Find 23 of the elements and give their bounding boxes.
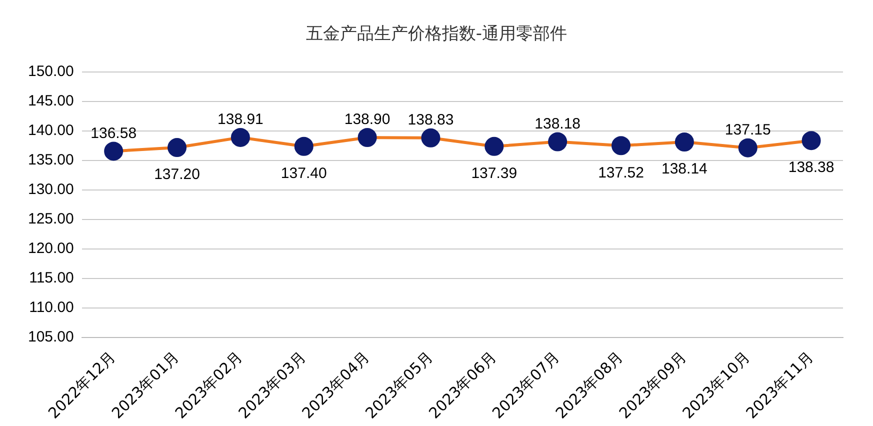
data-label: 138.14 [661,160,708,178]
chart-title: 五金产品生产价格指数-通用零部件 [304,23,568,45]
y-tick-label: 140.00 [28,122,74,140]
data-label: 138.83 [408,112,454,129]
data-label: 137.40 [280,165,327,182]
data-label: 136.58 [90,124,137,142]
y-tick-label: 110.00 [29,299,74,316]
data-label: 137.52 [598,164,644,182]
y-tick-label: 105.00 [28,328,74,346]
data-label: 138.91 [218,111,264,128]
data-label: 138.90 [344,111,390,128]
y-tick-label: 120.00 [28,240,74,258]
data-label: 137.15 [724,121,771,138]
y-tick-label: 125.00 [28,210,74,228]
y-tick-label: 135.00 [28,152,74,169]
y-tick-label: 150.00 [28,63,74,80]
y-tick-label: 145.00 [28,92,74,110]
data-label: 138.18 [534,115,581,132]
data-label: 137.20 [154,166,200,184]
data-label: 137.39 [471,165,518,182]
y-tick-label: 130.00 [28,181,74,198]
y-tick-label: 115.00 [29,270,74,287]
data-label: 138.38 [788,159,834,176]
